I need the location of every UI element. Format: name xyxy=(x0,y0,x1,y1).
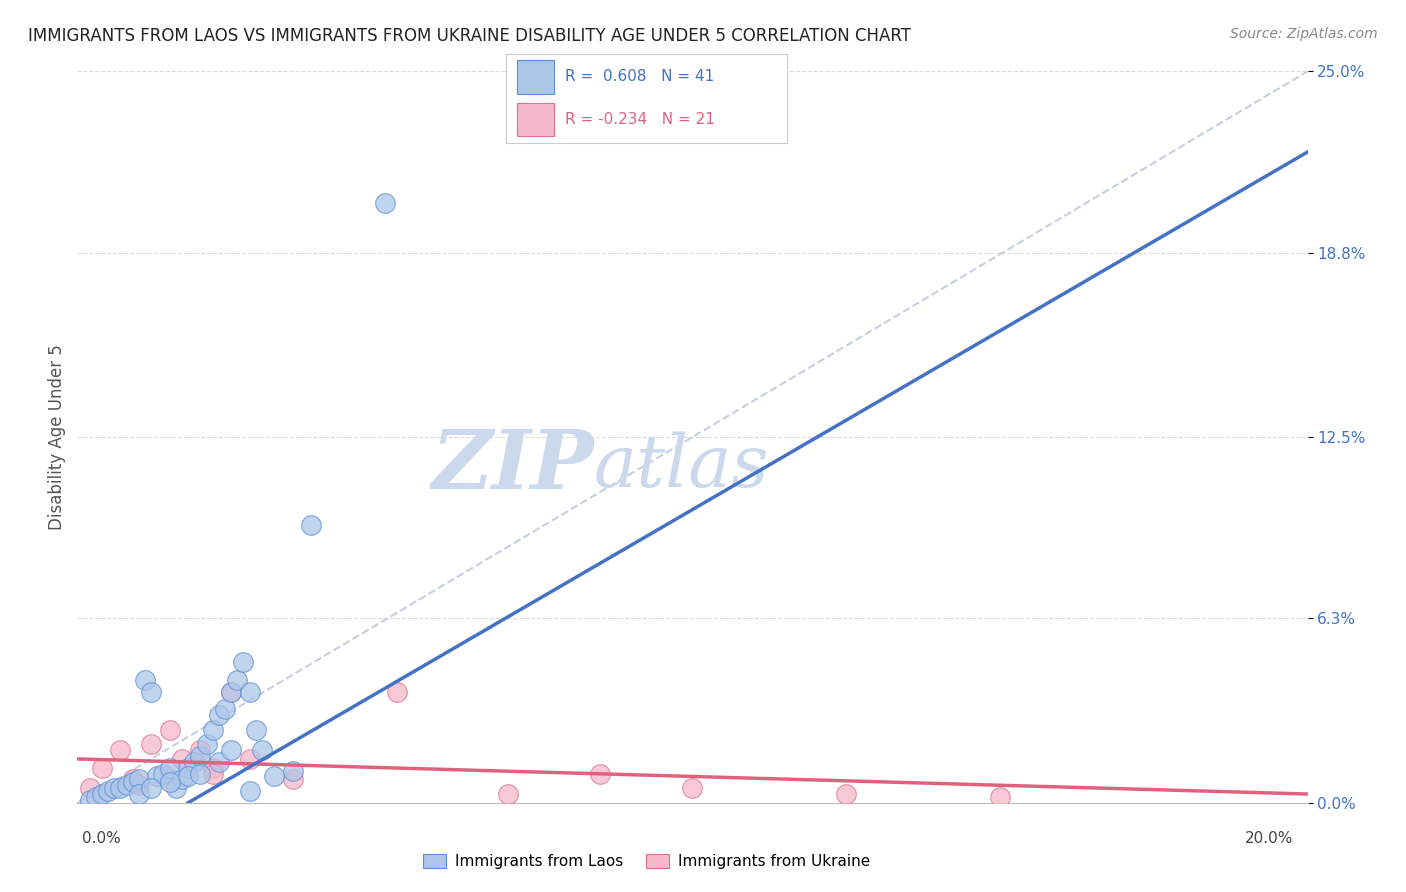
Point xyxy=(90,761,114,775)
Text: ZIP: ZIP xyxy=(432,426,595,507)
Point xyxy=(263,769,285,783)
Point xyxy=(134,673,156,687)
Point xyxy=(496,787,519,801)
Point xyxy=(188,766,212,780)
Point xyxy=(121,772,143,787)
Point xyxy=(128,772,150,787)
Point xyxy=(170,752,193,766)
Point xyxy=(682,781,704,796)
Point xyxy=(208,755,231,769)
Y-axis label: Disability Age Under 5: Disability Age Under 5 xyxy=(48,344,66,530)
Point xyxy=(146,769,169,783)
Point xyxy=(219,684,242,698)
Point xyxy=(281,764,304,778)
Point xyxy=(188,749,212,764)
Point xyxy=(214,702,236,716)
Text: 20.0%: 20.0% xyxy=(1246,831,1294,846)
Point xyxy=(195,737,218,751)
Point xyxy=(84,789,107,804)
Point xyxy=(110,781,132,796)
Point xyxy=(250,743,273,757)
Point xyxy=(165,781,187,796)
Point xyxy=(159,761,181,775)
Point xyxy=(589,766,612,780)
Point xyxy=(128,778,150,792)
Text: R =  0.608   N = 41: R = 0.608 N = 41 xyxy=(565,70,714,84)
Point xyxy=(152,766,174,780)
Text: Source: ZipAtlas.com: Source: ZipAtlas.com xyxy=(1230,27,1378,41)
Point xyxy=(159,723,181,737)
Point xyxy=(239,684,262,698)
Text: IMMIGRANTS FROM LAOS VS IMMIGRANTS FROM UKRAINE DISABILITY AGE UNDER 5 CORRELATI: IMMIGRANTS FROM LAOS VS IMMIGRANTS FROM … xyxy=(28,27,911,45)
Text: atlas: atlas xyxy=(595,431,769,501)
Legend: Immigrants from Laos, Immigrants from Ukraine: Immigrants from Laos, Immigrants from Uk… xyxy=(416,847,877,875)
Point xyxy=(201,723,224,737)
Point xyxy=(177,761,200,775)
Point xyxy=(988,789,1011,804)
Point xyxy=(141,684,163,698)
Point xyxy=(387,684,409,698)
Point xyxy=(183,755,205,769)
Point xyxy=(226,673,249,687)
Point xyxy=(159,772,181,787)
Point xyxy=(219,743,242,757)
Point xyxy=(97,784,120,798)
Point xyxy=(201,761,224,775)
Point xyxy=(239,752,262,766)
Point xyxy=(141,781,163,796)
Point xyxy=(159,775,181,789)
Point xyxy=(208,708,231,723)
Point xyxy=(115,778,138,792)
Point xyxy=(374,196,396,211)
Point xyxy=(188,743,212,757)
Point xyxy=(170,772,193,787)
Point xyxy=(299,517,322,532)
Point xyxy=(121,775,143,789)
Point xyxy=(245,723,267,737)
Point xyxy=(201,766,224,780)
Text: R = -0.234   N = 21: R = -0.234 N = 21 xyxy=(565,112,716,127)
Point xyxy=(232,656,254,670)
Point xyxy=(239,784,262,798)
Point xyxy=(79,793,101,807)
Point xyxy=(90,787,114,801)
Point xyxy=(79,781,101,796)
Point xyxy=(128,787,150,801)
Point xyxy=(281,772,304,787)
Point xyxy=(110,743,132,757)
Point xyxy=(141,737,163,751)
Point xyxy=(219,684,242,698)
Point xyxy=(177,769,200,783)
FancyBboxPatch shape xyxy=(517,60,554,94)
Text: 0.0%: 0.0% xyxy=(82,831,121,846)
FancyBboxPatch shape xyxy=(517,103,554,136)
Point xyxy=(103,781,125,796)
Point xyxy=(835,787,858,801)
